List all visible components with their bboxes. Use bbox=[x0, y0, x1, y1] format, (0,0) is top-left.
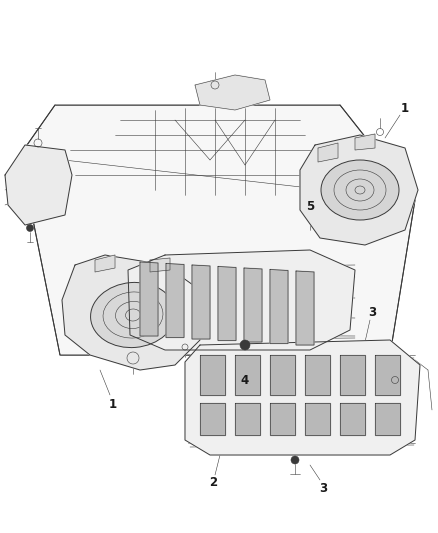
Ellipse shape bbox=[321, 160, 399, 220]
Polygon shape bbox=[95, 255, 115, 272]
Circle shape bbox=[291, 456, 299, 464]
Polygon shape bbox=[235, 403, 260, 435]
Polygon shape bbox=[195, 75, 270, 110]
Text: 2: 2 bbox=[209, 477, 217, 489]
Polygon shape bbox=[128, 250, 355, 350]
Polygon shape bbox=[375, 403, 400, 435]
Polygon shape bbox=[305, 403, 330, 435]
Polygon shape bbox=[200, 355, 225, 395]
Polygon shape bbox=[355, 134, 375, 150]
Polygon shape bbox=[166, 263, 184, 337]
Polygon shape bbox=[340, 355, 365, 395]
Ellipse shape bbox=[91, 282, 176, 348]
Polygon shape bbox=[185, 340, 420, 455]
Polygon shape bbox=[218, 266, 236, 341]
Polygon shape bbox=[200, 403, 225, 435]
Polygon shape bbox=[20, 105, 415, 355]
Polygon shape bbox=[296, 271, 314, 345]
Polygon shape bbox=[375, 355, 400, 395]
Polygon shape bbox=[235, 355, 260, 395]
Polygon shape bbox=[150, 258, 170, 272]
Polygon shape bbox=[270, 270, 288, 343]
Text: 4: 4 bbox=[241, 374, 249, 386]
Circle shape bbox=[240, 340, 250, 350]
Text: 1: 1 bbox=[401, 101, 409, 115]
Polygon shape bbox=[300, 135, 418, 245]
Text: 5: 5 bbox=[306, 199, 314, 213]
Polygon shape bbox=[318, 143, 338, 162]
Polygon shape bbox=[140, 262, 158, 336]
Polygon shape bbox=[192, 265, 210, 339]
Text: 3: 3 bbox=[368, 306, 376, 319]
Polygon shape bbox=[270, 403, 295, 435]
Polygon shape bbox=[340, 403, 365, 435]
Polygon shape bbox=[5, 145, 72, 225]
Text: 1: 1 bbox=[109, 399, 117, 411]
Polygon shape bbox=[270, 355, 295, 395]
Polygon shape bbox=[244, 268, 262, 342]
Circle shape bbox=[27, 224, 33, 231]
Polygon shape bbox=[305, 355, 330, 395]
Polygon shape bbox=[62, 255, 200, 370]
Text: 3: 3 bbox=[319, 481, 327, 495]
